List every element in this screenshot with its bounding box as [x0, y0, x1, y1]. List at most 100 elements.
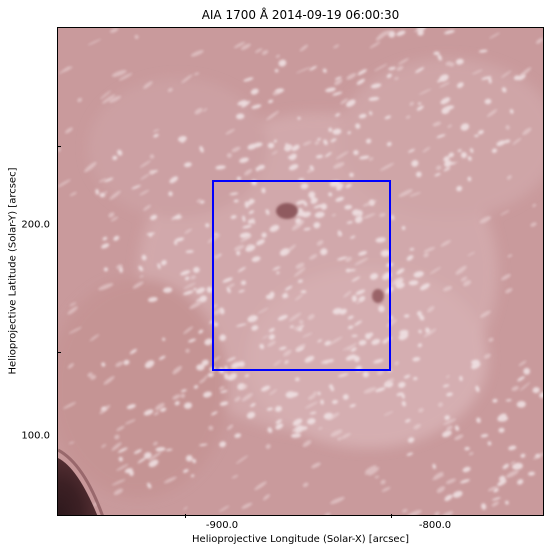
plage-fleck	[259, 343, 265, 350]
plage-fleck	[171, 213, 181, 220]
plage-fleck	[346, 99, 356, 107]
plage-fleck	[177, 135, 187, 142]
plage-fleck	[193, 266, 200, 273]
plage-fleck	[502, 463, 510, 470]
plage-fleck	[251, 218, 255, 225]
plage-fleck	[309, 65, 317, 71]
network-fleck	[226, 424, 234, 431]
plage-fleck	[226, 357, 236, 362]
plage-fleck	[251, 256, 261, 262]
plage-fleck	[297, 279, 303, 283]
plage-fleck	[182, 468, 189, 473]
network-fleck	[316, 240, 324, 246]
plage-fleck	[117, 149, 123, 156]
network-fleck	[87, 38, 102, 46]
network-fleck	[479, 216, 491, 224]
plage-fleck	[236, 176, 241, 181]
plage-fleck	[498, 427, 505, 433]
plage-fleck	[419, 314, 425, 321]
network-fleck	[311, 462, 321, 469]
bright-plage-network	[95, 28, 543, 510]
network-fleck	[511, 385, 519, 392]
network-fleck	[204, 375, 208, 379]
network-fleck	[294, 294, 304, 301]
network-fleck	[532, 203, 537, 208]
plage-fleck	[126, 404, 136, 410]
plage-fleck	[347, 325, 354, 330]
plage-fleck	[401, 400, 407, 407]
plage-fleck	[162, 337, 166, 341]
plage-fleck	[309, 411, 317, 415]
plage-fleck	[315, 154, 324, 159]
plage-fleck	[334, 76, 342, 81]
network-fleck	[467, 251, 476, 257]
network-fleck	[423, 252, 429, 258]
plage-fleck	[196, 299, 200, 302]
network-fleck	[333, 162, 345, 169]
plage-fleck	[213, 322, 219, 327]
plage-fleck	[342, 394, 349, 400]
x-tick-mark-2	[391, 514, 392, 518]
network-fleck	[354, 257, 369, 266]
plage-fleck	[290, 433, 302, 438]
plage-fleck	[261, 385, 271, 392]
plage-fleck	[375, 237, 386, 243]
plage-fleck	[150, 214, 158, 221]
network-fleck	[423, 246, 436, 253]
network-fleck	[172, 394, 181, 400]
plage-fleck	[442, 384, 450, 388]
network-fleck	[343, 290, 352, 298]
plage-fleck	[278, 346, 287, 351]
plage-fleck	[539, 392, 543, 398]
network-fleck	[103, 376, 115, 385]
plage-fleck	[112, 155, 118, 161]
network-fleck	[240, 43, 251, 50]
network-fleck	[396, 65, 404, 71]
plage-fleck	[512, 462, 523, 470]
plage-fleck	[192, 458, 197, 464]
network-fleck	[184, 228, 193, 234]
network-fleck	[293, 325, 303, 330]
network-fleck	[124, 419, 136, 425]
network-fleck	[231, 474, 239, 479]
plage-fleck	[113, 235, 120, 241]
plage-fleck	[144, 360, 155, 369]
plage-fleck	[416, 105, 424, 111]
network-fleck	[291, 428, 298, 433]
network-fleck	[275, 54, 280, 58]
plage-fleck	[332, 307, 343, 315]
y-tick-label-2: 100.0	[21, 430, 50, 442]
plage-fleck	[300, 183, 309, 190]
network-fleck	[337, 437, 342, 441]
plage-fleck	[406, 452, 414, 456]
network-fleck	[463, 280, 472, 287]
plage-fleck	[399, 329, 409, 335]
plage-fleck	[215, 165, 226, 170]
plage-fleck	[405, 418, 411, 423]
plage-fleck	[369, 273, 379, 280]
plage-fleck	[328, 192, 333, 197]
plage-fleck	[153, 133, 159, 138]
network-fleck	[231, 146, 241, 153]
plage-fleck	[398, 381, 406, 388]
plage-fleck	[488, 77, 492, 84]
plage-fleck	[284, 285, 293, 291]
network-fleck	[283, 349, 292, 357]
y-tick-mark-2	[57, 352, 61, 353]
network-fleck	[398, 58, 409, 65]
network-fleck	[443, 418, 457, 426]
plage-fleck	[480, 433, 489, 438]
plage-fleck	[141, 254, 147, 261]
plage-fleck	[516, 400, 526, 408]
network-fleck	[423, 328, 437, 338]
network-fleck	[218, 505, 230, 512]
plage-fleck	[143, 409, 154, 416]
plage-fleck	[335, 181, 340, 189]
plage-fleck	[133, 449, 142, 454]
network-fleck	[84, 161, 97, 173]
plot-title: AIA 1700 Å 2014-09-19 06:00:30	[201, 8, 400, 22]
plage-fleck	[456, 82, 464, 89]
plage-fleck	[183, 290, 194, 296]
network-fleck	[501, 273, 511, 281]
network-fleck	[283, 145, 292, 150]
